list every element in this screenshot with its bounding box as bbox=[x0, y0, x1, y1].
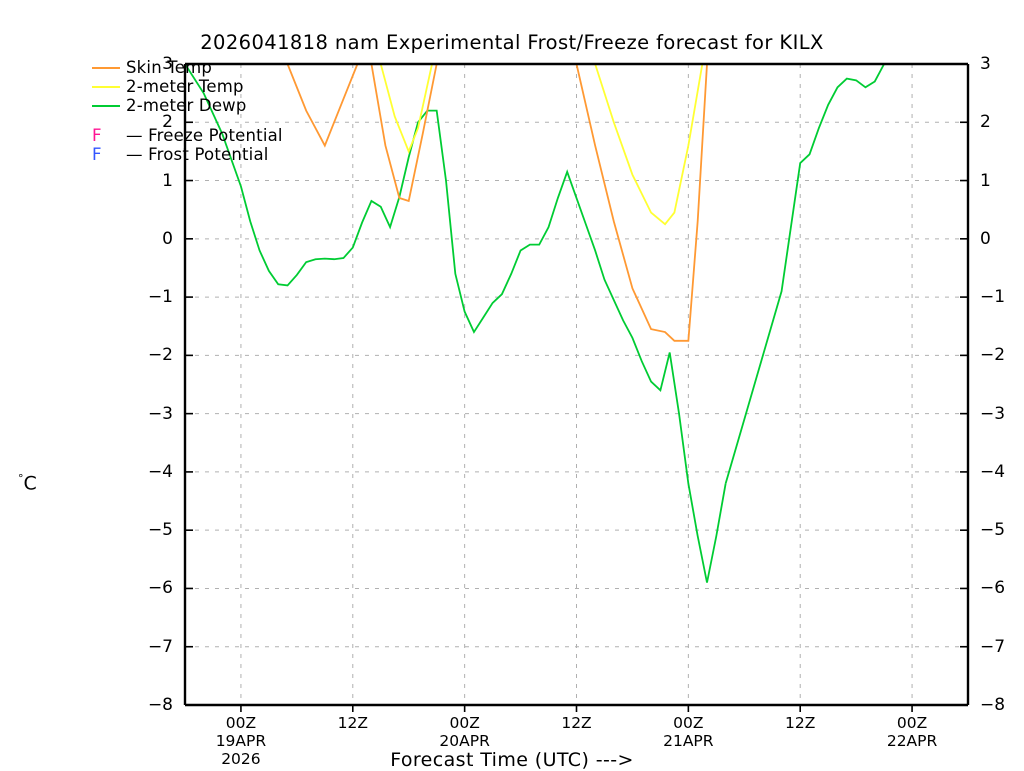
y-tick-label-left: −6 bbox=[147, 578, 173, 599]
legend: Skin Temp 2-meter Temp 2-meter Dewp F — … bbox=[92, 58, 283, 164]
x-tick-date: 19APR bbox=[215, 732, 267, 750]
x-tick-group: 00Z 20APR bbox=[405, 714, 525, 750]
series-line-0 bbox=[185, 64, 727, 583]
x-tick-time: 12Z bbox=[785, 714, 816, 732]
x-tick-group: 00Z 21APR bbox=[628, 714, 748, 750]
degree-symbol: ° bbox=[18, 472, 24, 485]
legend-label-skin-temp: Skin Temp bbox=[126, 58, 213, 77]
y-tick-label-left: 0 bbox=[162, 228, 173, 249]
gridlines bbox=[185, 64, 968, 705]
legend-label-2m-temp: 2-meter Temp bbox=[126, 77, 244, 96]
y-tick-label-left: −5 bbox=[147, 520, 173, 541]
legend-letter-freeze: F bbox=[92, 126, 102, 145]
x-tick-group: 12Z bbox=[293, 714, 413, 732]
series-line-2-seg1 bbox=[370, 64, 438, 203]
x-axis-title: Forecast Time (UTC) ---> bbox=[390, 749, 634, 771]
y-axis-label: °C bbox=[18, 472, 37, 494]
y-tick-label-right: −6 bbox=[980, 578, 1006, 599]
x-tick-time: 00Z bbox=[225, 714, 257, 732]
legend-label-frost-potential: — Frost Potential bbox=[126, 145, 269, 164]
x-tick-group: 12Z bbox=[740, 714, 860, 732]
y-tick-label-right: −8 bbox=[980, 695, 1006, 715]
y-tick-label-right: −2 bbox=[980, 345, 1006, 366]
series-line-2-seg0 bbox=[286, 64, 359, 148]
legend-swatch-2m-dewp bbox=[92, 104, 120, 107]
y-tick-label-left: 3 bbox=[162, 54, 173, 74]
plot-frame bbox=[183, 62, 970, 707]
legend-item-2m-temp: 2-meter Temp bbox=[92, 77, 283, 96]
x-tick-group: 00Z 19APR 2026 bbox=[181, 714, 301, 768]
x-tick-time: 00Z bbox=[449, 714, 480, 732]
x-tick-time: 12Z bbox=[337, 714, 368, 732]
legend-swatch-skin-temp bbox=[92, 66, 120, 69]
legend-item-freeze-potential: F — Freeze Potential bbox=[92, 126, 283, 145]
y-tick-label-right: −7 bbox=[980, 636, 1006, 657]
y-tick-label-right: −4 bbox=[980, 461, 1006, 482]
page-title: 2026041818 nam Experimental Frost/Freeze… bbox=[200, 31, 824, 54]
series-layer bbox=[185, 64, 885, 583]
series-line-3-seg0 bbox=[379, 64, 433, 154]
y-tick-label-right: 2 bbox=[980, 112, 991, 133]
x-tick-time: 00Z bbox=[673, 714, 704, 732]
legend-letter-frost: F bbox=[92, 145, 102, 164]
x-tick-year: 2026 bbox=[221, 750, 261, 768]
legend-item-skin-temp: Skin Temp bbox=[92, 58, 283, 77]
x-tick-group: 00Z 22APR bbox=[852, 714, 972, 750]
y-tick-label-right: 0 bbox=[980, 228, 991, 249]
legend-spacer bbox=[92, 115, 283, 126]
y-tick-label-left: −8 bbox=[147, 695, 173, 715]
y-tick-label-right: 3 bbox=[980, 54, 991, 74]
y-tick-label-left: −1 bbox=[147, 287, 173, 308]
x-tick-time: 00Z bbox=[896, 714, 928, 732]
series-line-3-seg1 bbox=[594, 64, 704, 226]
legend-label-freeze-potential: — Freeze Potential bbox=[126, 126, 283, 145]
tick-marks bbox=[185, 63, 968, 712]
y-tick-label-left: −2 bbox=[147, 345, 173, 366]
x-tick-group: 12Z bbox=[517, 714, 637, 732]
x-tick-date: 20APR bbox=[439, 732, 490, 750]
legend-item-2m-dewp: 2-meter Dewp bbox=[92, 96, 283, 115]
y-tick-label-right: −5 bbox=[980, 520, 1006, 541]
y-tick-label-left: 1 bbox=[162, 170, 173, 191]
series-line-2-seg2 bbox=[575, 64, 708, 342]
y-tick-label-left: −4 bbox=[147, 461, 173, 482]
series-line-1 bbox=[724, 64, 885, 484]
legend-item-frost-potential: F — Frost Potential bbox=[92, 145, 283, 164]
x-tick-date: 22APR bbox=[886, 732, 938, 750]
y-tick-label-left: −7 bbox=[147, 636, 173, 657]
y-tick-label-right: −3 bbox=[980, 403, 1006, 424]
y-tick-label-left: −3 bbox=[147, 403, 173, 424]
legend-swatch-2m-temp bbox=[92, 85, 120, 88]
x-tick-date: 21APR bbox=[663, 732, 714, 750]
legend-label-2m-dewp: 2-meter Dewp bbox=[126, 96, 247, 115]
y-axis-unit: C bbox=[23, 472, 37, 495]
x-tick-time: 12Z bbox=[561, 714, 592, 732]
y-tick-label-right: 1 bbox=[980, 170, 991, 191]
y-tick-label-left: 2 bbox=[162, 112, 173, 133]
y-tick-label-right: −1 bbox=[980, 287, 1006, 308]
